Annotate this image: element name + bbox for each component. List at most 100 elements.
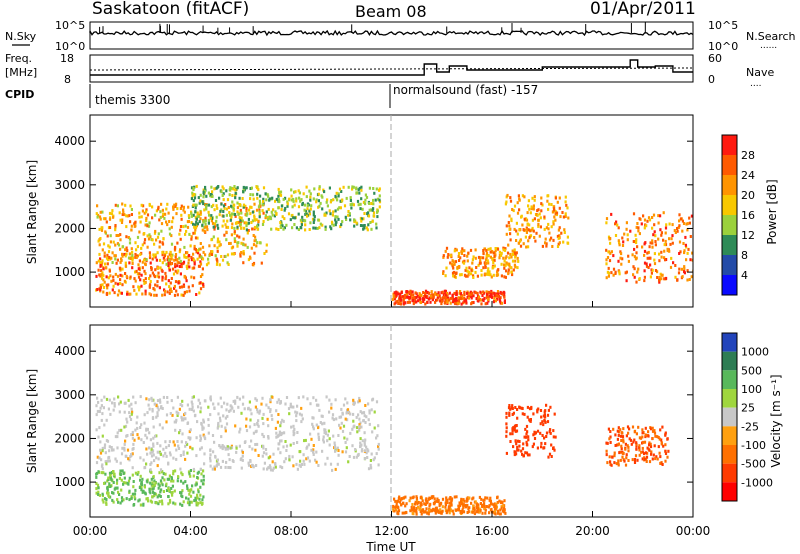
range-cell [164, 212, 167, 216]
range-cell [268, 198, 271, 202]
range-cell [466, 269, 469, 273]
range-cell [148, 446, 151, 450]
range-cell [451, 300, 455, 304]
range-cell [95, 261, 98, 265]
range-cell [140, 246, 143, 250]
range-cell [447, 253, 450, 256]
range-cell [337, 192, 340, 196]
range-cell [256, 407, 259, 411]
range-cell [410, 506, 413, 509]
range-cell [137, 275, 141, 279]
range-cell [626, 233, 629, 237]
range-cell [119, 501, 122, 505]
range-cell [463, 254, 466, 257]
range-cell [460, 250, 463, 254]
range-cell [614, 444, 617, 447]
range-cell [459, 273, 462, 277]
range-cell [492, 503, 495, 507]
range-cell [228, 458, 231, 462]
range-cell [149, 438, 152, 442]
range-cell [117, 243, 121, 247]
range-cell [130, 247, 133, 251]
range-cell [159, 495, 162, 498]
range-cell [225, 408, 228, 412]
range-cell [186, 422, 189, 425]
range-cell [147, 237, 151, 241]
range-cell [544, 241, 547, 245]
range-cell [274, 426, 277, 430]
range-cell [237, 220, 240, 224]
range-cell [165, 262, 168, 266]
range-cell [177, 269, 180, 273]
range-cell [258, 208, 261, 212]
range-cell [124, 439, 127, 443]
range-cell [122, 208, 125, 212]
range-cell [484, 272, 487, 276]
range-cell [268, 215, 271, 219]
range-cell [449, 509, 452, 513]
range-cell [373, 191, 376, 195]
range-cell [357, 400, 360, 404]
range-cell [312, 197, 315, 201]
range-cell [102, 267, 105, 271]
range-cell [115, 234, 118, 237]
range-cell [262, 412, 265, 416]
range-cell [256, 241, 259, 245]
range-cell [686, 269, 689, 273]
range-cell [202, 218, 205, 222]
range-cell [134, 488, 137, 492]
range-cell [428, 497, 432, 500]
range-cell [528, 207, 531, 211]
range-cell [515, 424, 518, 427]
range-cell [355, 426, 359, 430]
range-cell [112, 284, 115, 288]
range-cell [127, 479, 131, 483]
range-cell [223, 233, 226, 237]
range-cell [196, 420, 199, 424]
range-cell [155, 238, 158, 242]
range-cell [441, 290, 444, 294]
range-cell [688, 278, 691, 281]
range-cell [109, 274, 112, 278]
range-cell [196, 236, 199, 240]
range-cell [314, 458, 317, 462]
range-cell [627, 259, 630, 263]
noise-right-tick-bottom: 10^0 [708, 40, 738, 53]
range-cell [640, 450, 643, 454]
range-cell [230, 226, 234, 230]
range-cell [657, 445, 660, 449]
range-cell [114, 203, 117, 207]
range-cell [168, 474, 171, 478]
range-cell [335, 417, 338, 421]
range-cell [477, 503, 480, 507]
range-cell [499, 512, 502, 516]
range-cell [459, 296, 463, 300]
range-cell [137, 499, 140, 503]
range-cell [375, 226, 378, 230]
range-cell [358, 396, 361, 400]
range-cell [625, 221, 628, 225]
range-cell [606, 256, 610, 259]
range-cell [182, 450, 185, 454]
range-cell [608, 455, 611, 459]
range-cell [161, 502, 164, 506]
range-cell [300, 226, 303, 230]
range-cell [139, 478, 142, 482]
range-cell [318, 204, 321, 208]
range-cell [268, 465, 271, 469]
range-cell [547, 222, 550, 226]
range-cell [454, 301, 457, 305]
range-cell [127, 398, 130, 402]
range-cell [116, 293, 120, 297]
range-cell [121, 274, 124, 278]
range-cell [148, 398, 151, 402]
range-cell [130, 213, 133, 216]
range-cell [202, 426, 205, 430]
range-cell [317, 199, 320, 203]
range-cell [643, 226, 646, 230]
range-cell [373, 456, 376, 460]
range-cell [146, 224, 149, 228]
range-cell [485, 249, 488, 253]
range-cell [480, 497, 483, 501]
range-cell [213, 222, 217, 226]
